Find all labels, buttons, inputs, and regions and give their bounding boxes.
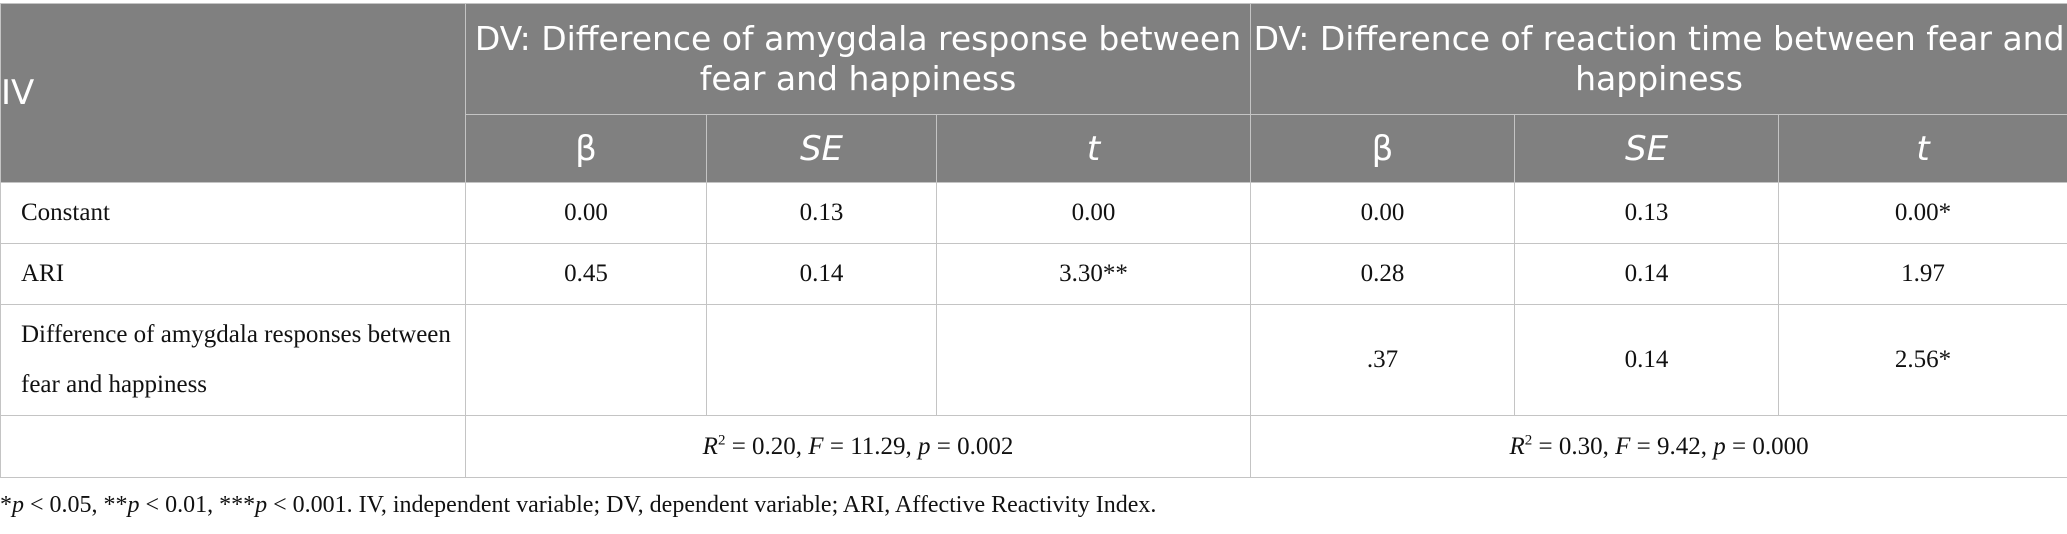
- table-cell: 1.97: [1778, 243, 2067, 305]
- col-se-1: SE: [706, 114, 937, 183]
- table-cell: 0.14: [1514, 304, 1780, 416]
- r2-value-right: 0.30: [1558, 432, 1603, 460]
- table-cell: .37: [1250, 304, 1516, 416]
- footnote-sig3: < 0.001. IV, independent variable; DV, d…: [273, 492, 1157, 518]
- table-cell: 0.00: [1250, 182, 1516, 244]
- model-fit-left: R2 = 0.20, F = 11.29, p = 0.002: [464, 415, 1252, 478]
- col-se-2: SE: [1514, 114, 1780, 183]
- table-cell: 0.00: [465, 182, 707, 244]
- model-fit-right: R2 = 0.30, F = 9.42, p = 0.000: [1250, 415, 2067, 478]
- table-cell: [706, 304, 937, 416]
- table-cell: 0.00*: [1778, 182, 2067, 244]
- table-footnote: *p < 0.05, **p < 0.01, ***p < 0.001. IV,…: [0, 492, 1157, 518]
- footnote-sig2: < 0.01, ***: [145, 492, 256, 518]
- table-cell: 2.56*: [1778, 304, 2067, 416]
- col-t-1: t: [935, 114, 1252, 183]
- table-row: Constant 0.00 0.13 0.00 0.00 0.13 0.00*: [0, 182, 2067, 244]
- row-label: Constant: [0, 182, 466, 244]
- f-value-left: 11.29: [850, 432, 906, 460]
- table-cell: 0.13: [706, 182, 937, 244]
- table-cell: 0.14: [706, 243, 937, 305]
- row-label: Difference of amygdala responses between…: [0, 304, 466, 416]
- iv-header: IV: [0, 3, 466, 183]
- table-cell: 0.28: [1250, 243, 1516, 305]
- table-cell: [465, 304, 707, 416]
- table-cell: 0.13: [1514, 182, 1780, 244]
- empty-label-cell: [0, 415, 466, 478]
- p-value-right: 0.000: [1752, 432, 1809, 460]
- table-cell: 0.14: [1514, 243, 1780, 305]
- f-value-right: 9.42: [1657, 432, 1701, 460]
- col-t-2: t: [1778, 114, 2067, 183]
- dv-amygdala-header: DV: Difference of amygdala response betw…: [464, 3, 1252, 115]
- table-cell: 0.45: [465, 243, 707, 305]
- footnote-sig1: < 0.05, **: [30, 492, 128, 518]
- p-value-left: 0.002: [957, 432, 1014, 460]
- col-beta-2: β: [1250, 114, 1516, 183]
- model-fit-row: R2 = 0.20, F = 11.29, p = 0.002 R2 = 0.3…: [0, 415, 2067, 478]
- table-cell: 3.30**: [935, 243, 1252, 305]
- table-row: Difference of amygdala responses between…: [0, 304, 2067, 416]
- table-cell: 0.00: [935, 182, 1252, 244]
- regression-table: IV DV: Difference of amygdala response b…: [0, 3, 2067, 478]
- dv-reaction-time-header: DV: Difference of reaction time between …: [1250, 3, 2067, 115]
- r2-value-left: 0.20: [752, 432, 796, 460]
- row-label: ARI: [0, 243, 466, 305]
- table-row: ARI 0.45 0.14 3.30** 0.28 0.14 1.97: [0, 243, 2067, 305]
- table-cell: [935, 304, 1252, 416]
- col-beta-1: β: [465, 114, 707, 183]
